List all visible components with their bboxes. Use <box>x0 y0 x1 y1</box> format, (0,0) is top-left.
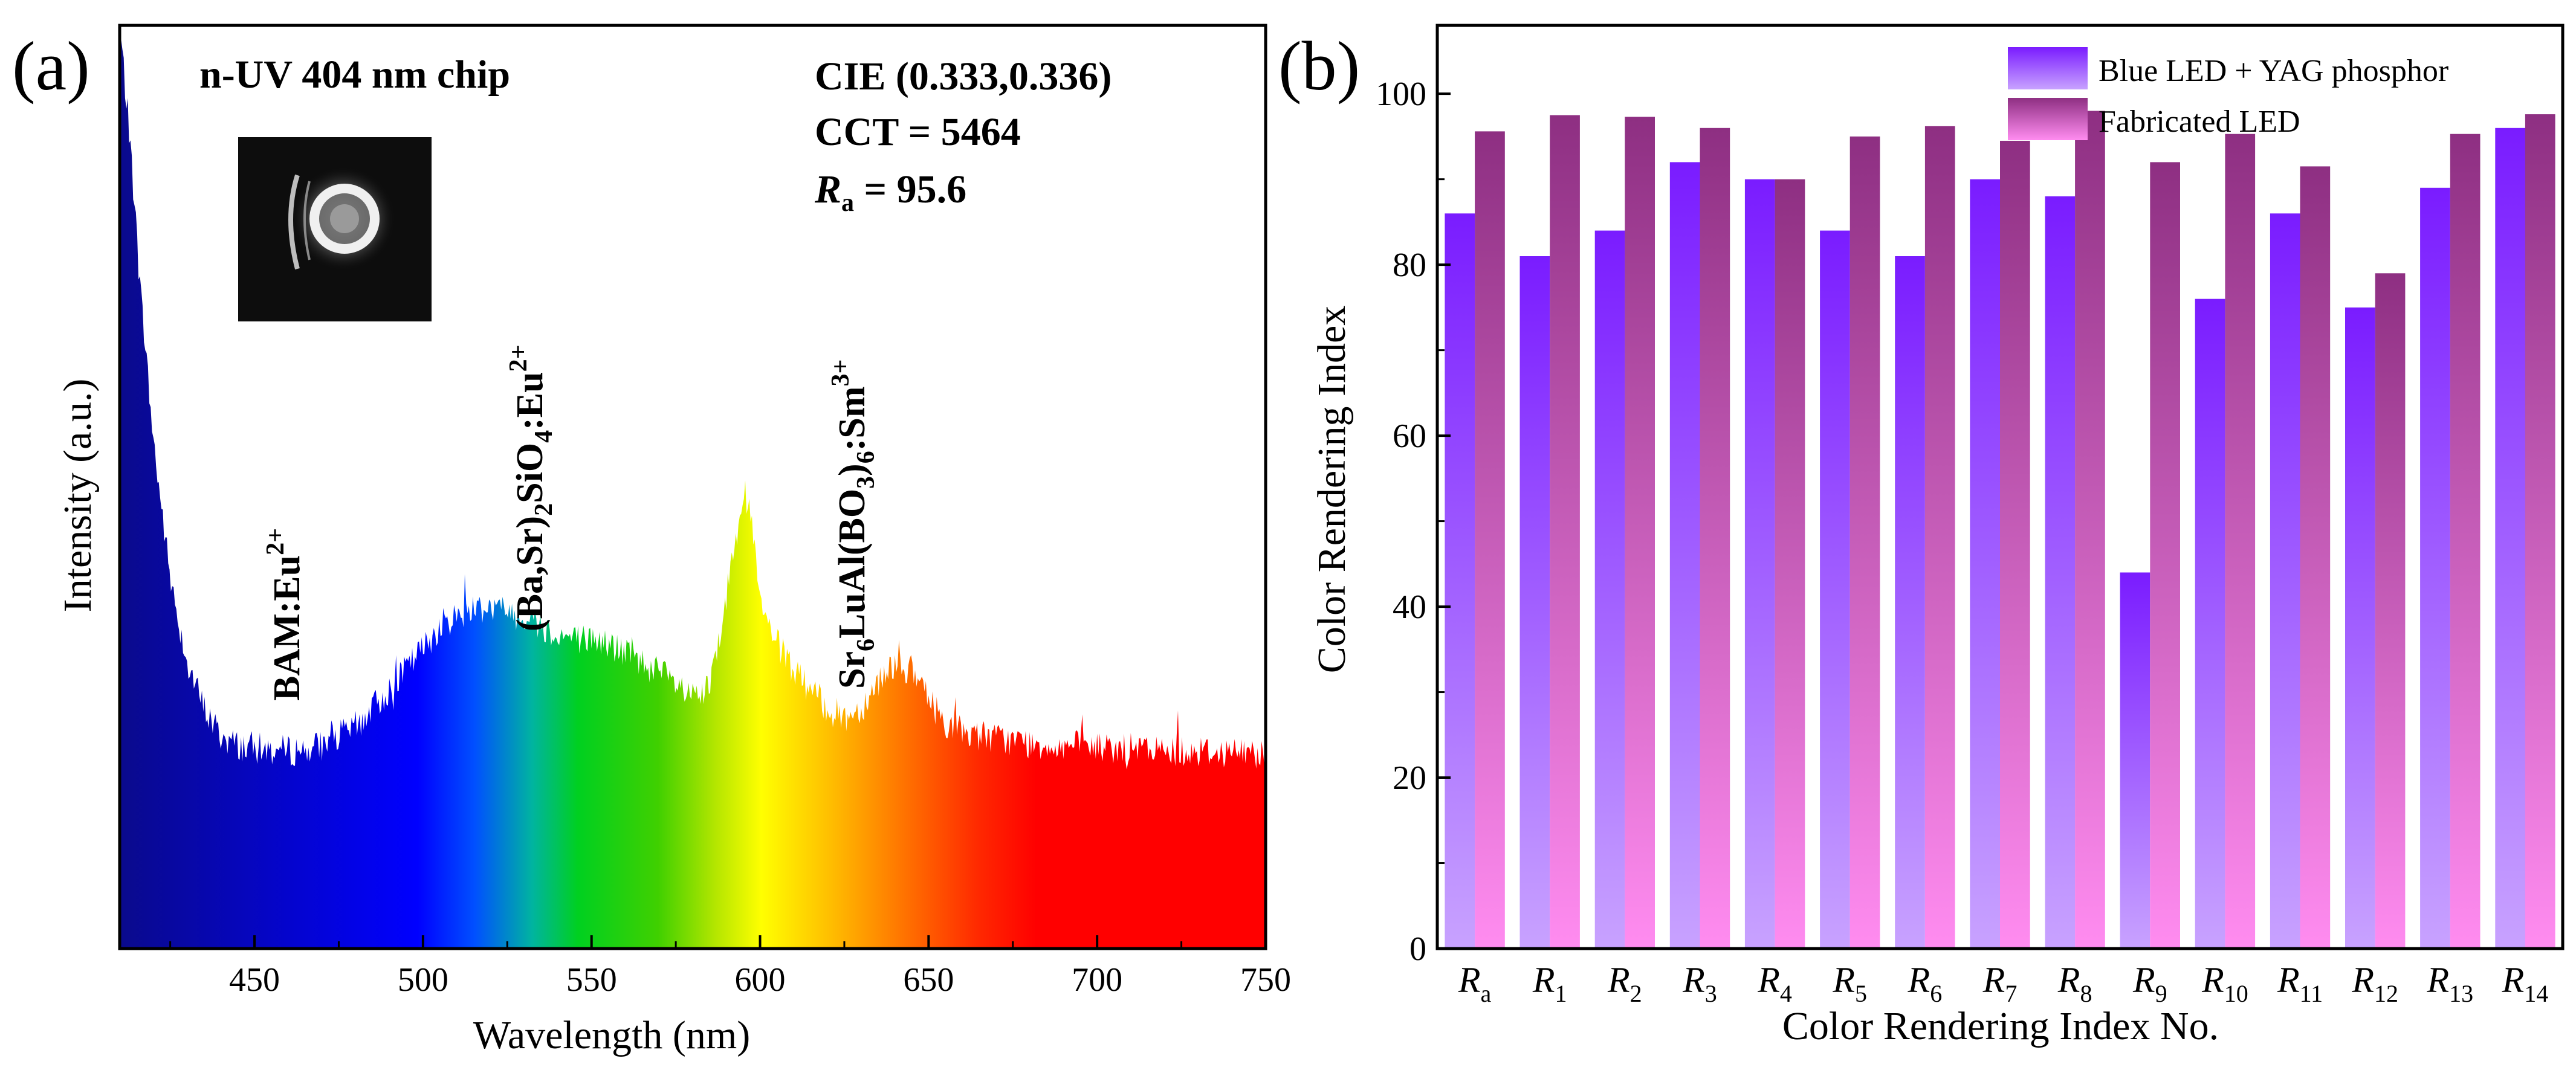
y-tick-label: 80 <box>1393 247 1426 284</box>
spectrum-x-axis-label: Wavelength (nm) <box>473 1013 750 1057</box>
y-tick-label: 100 <box>1376 76 1426 113</box>
bar-fabricated <box>2450 134 2481 949</box>
bar-blue-yag <box>1669 162 1700 949</box>
bar-blue-yag <box>2195 298 2225 949</box>
bar-fabricated <box>2075 111 2105 949</box>
category-label: R10 <box>2201 960 2248 1007</box>
bar-blue-yag <box>2420 187 2450 949</box>
category-label: R7 <box>1982 960 2018 1007</box>
cri-x-tick-labels: Ra R1 R2 R3 R4 R5 R6 R7 R8 R9 R10 R11 R12 R13 R14 <box>1458 960 2548 1007</box>
bar-blue-yag <box>1519 256 1550 949</box>
bar-fabricated <box>1849 136 1880 949</box>
cie-coordinates: CIE (0.333,0.336) <box>815 54 1112 98</box>
x-tick-label: 600 <box>735 961 786 999</box>
ra-value: Ra = 95.6 <box>814 167 966 217</box>
cri-y-axis-label: Color Rendering Index <box>1310 306 1354 674</box>
spectrum-title: n-UV 404 nm chip <box>199 53 510 97</box>
bar-fabricated <box>2525 114 2555 949</box>
category-label: R8 <box>2057 960 2092 1007</box>
category-label: R5 <box>1832 960 1867 1007</box>
legend-label-fabricated: Fabricated LED <box>2099 105 2300 139</box>
bar-blue-yag <box>2495 127 2525 949</box>
spectrum-x-ticks: 450 500 550 600 650 700 750 <box>169 935 1291 999</box>
bar-fabricated <box>1625 117 1655 949</box>
x-tick-label: 450 <box>229 961 280 999</box>
bar-fabricated <box>2225 134 2256 949</box>
bar-blue-yag <box>2120 572 2150 949</box>
x-tick-label: 500 <box>398 961 448 999</box>
category-label: R14 <box>2502 960 2549 1007</box>
spectrum-y-axis-label: Intensity (a.u.) <box>56 379 100 613</box>
peak-label-bam: BAM:Eu2+ <box>262 528 308 701</box>
bar-blue-yag <box>2345 307 2375 949</box>
cct-value: CCT = 5464 <box>815 110 1021 154</box>
bar-blue-yag <box>1445 213 1475 949</box>
category-label: Ra <box>1458 960 1492 1007</box>
bar-fabricated <box>1475 131 1505 949</box>
bar-fabricated <box>2300 166 2331 949</box>
bar-fabricated <box>2150 162 2180 949</box>
category-label: R9 <box>2132 960 2167 1007</box>
category-label: R2 <box>1607 960 1642 1007</box>
legend-item-blue-yag: Blue LED + YAG phosphor <box>2008 47 2448 89</box>
bar-blue-yag <box>2270 213 2300 949</box>
category-label: R6 <box>1908 960 1943 1007</box>
bar-blue-yag <box>1970 179 2000 949</box>
bar-fabricated <box>1700 127 1730 949</box>
category-label: R4 <box>1757 960 1792 1007</box>
y-tick-label: 20 <box>1393 759 1426 797</box>
cri-y-ticks: 0 20 40 60 80 100 <box>1376 76 1451 968</box>
y-tick-label: 40 <box>1393 588 1426 626</box>
x-tick-label: 650 <box>903 961 954 999</box>
bar-fabricated <box>2375 273 2406 949</box>
panel-b-label: (b) <box>1278 28 1360 105</box>
panel-a-label: (a) <box>12 28 90 105</box>
category-label: R3 <box>1682 960 1717 1007</box>
y-tick-label: 60 <box>1393 417 1426 455</box>
cri-x-axis-label: Color Rendering Index No. <box>1782 1004 2219 1048</box>
bar-blue-yag <box>1820 230 1850 949</box>
bar-blue-yag <box>1744 179 1775 949</box>
legend-label-blue-yag: Blue LED + YAG phosphor <box>2099 54 2448 88</box>
bar-blue-yag <box>1594 230 1625 949</box>
spectrum-area <box>120 25 1266 949</box>
cri-plot-frame <box>1435 24 2565 950</box>
category-label: R1 <box>1532 960 1567 1007</box>
bar-fabricated <box>1550 115 1580 949</box>
led-chip-photo <box>238 137 432 321</box>
category-label: R11 <box>2277 960 2323 1007</box>
bar-fabricated <box>1924 126 1955 949</box>
spectrum-plot-frame <box>118 24 1267 950</box>
category-label: R12 <box>2351 960 2398 1007</box>
legend-item-fabricated: Fabricated LED <box>2008 98 2300 140</box>
cri-legend: Blue LED + YAG phosphor Fabricated LED <box>2008 47 2448 140</box>
x-tick-label: 550 <box>566 961 617 999</box>
cri-bars <box>1445 111 2555 949</box>
peak-label-borate: Sr6LuAl(BO3)6:Sm3+ <box>827 359 880 689</box>
bar-blue-yag <box>1895 256 1925 949</box>
bar-blue-yag <box>2045 196 2076 949</box>
bar-fabricated <box>2000 141 2030 949</box>
x-tick-label: 750 <box>1240 961 1291 999</box>
bar-fabricated <box>1775 179 1805 949</box>
x-tick-label: 700 <box>1072 961 1122 999</box>
category-label: R13 <box>2426 960 2473 1007</box>
y-tick-label: 0 <box>1409 930 1426 968</box>
spectrum-panel: 450 500 550 600 650 700 750 (a) n-UV 404 nm ch… <box>12 24 1291 1057</box>
peak-label-silicate: (Ba,Sr)2SiO4:Eu2+ <box>505 344 558 631</box>
